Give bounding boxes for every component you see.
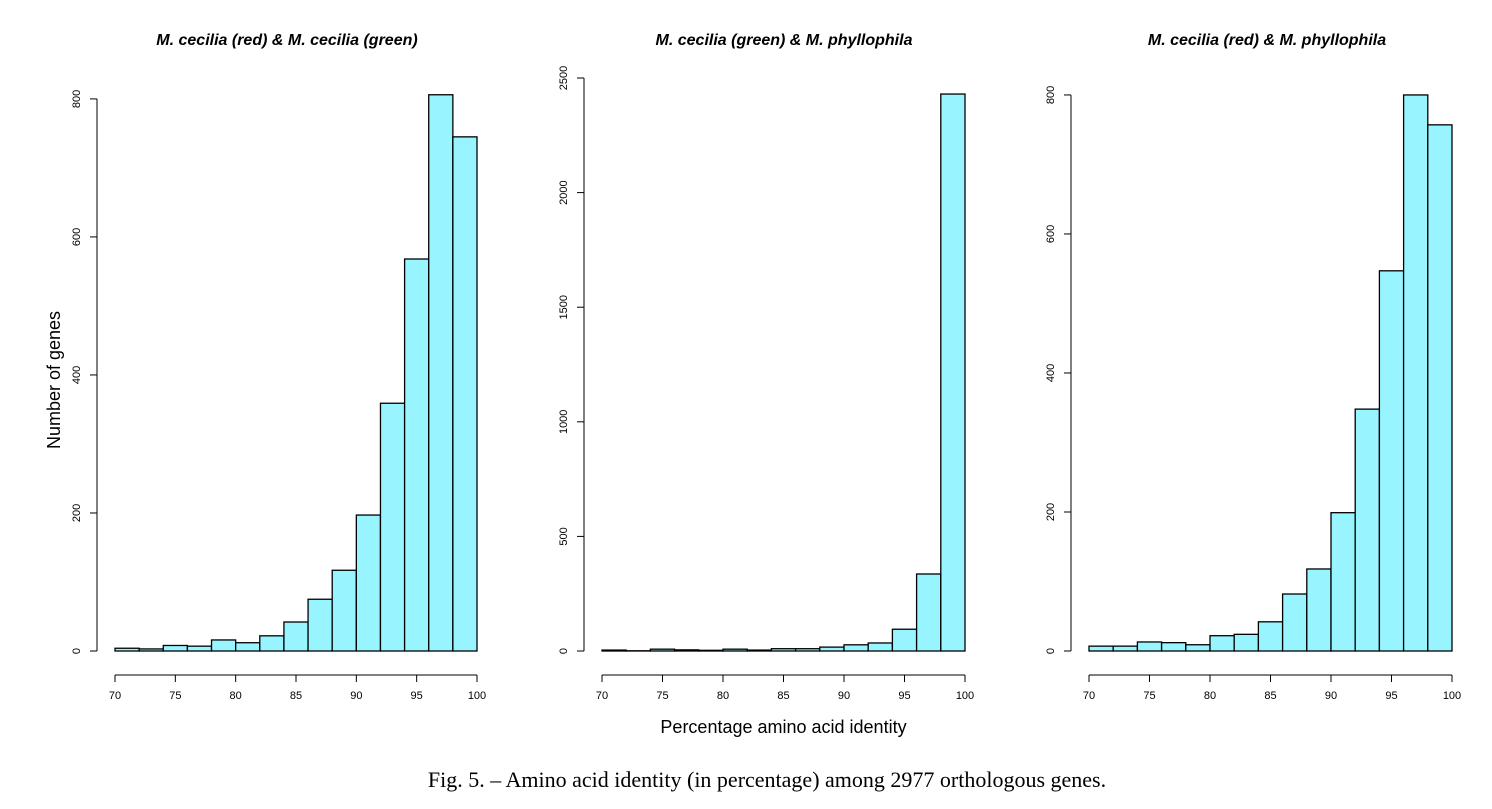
- x-tick-label: 80: [230, 690, 242, 702]
- bar: [210, 639, 237, 652]
- x-tick-label: 90: [1325, 690, 1337, 702]
- x-tick-label: 100: [956, 690, 974, 702]
- bar: [1427, 124, 1453, 652]
- x-tick-label: 95: [898, 690, 910, 702]
- bar: [283, 621, 309, 652]
- y-tick-label: 600: [71, 228, 83, 246]
- y-tick-label: 1500: [558, 295, 570, 319]
- x-tick-label: 85: [290, 690, 302, 702]
- x-tick-label: 80: [717, 690, 729, 702]
- x-tick-label: 95: [411, 690, 423, 702]
- x-tick-label: 90: [838, 690, 850, 702]
- bar: [867, 642, 894, 652]
- bar: [331, 569, 357, 652]
- bar: [673, 649, 700, 652]
- bar: [1112, 645, 1139, 652]
- y-tick-label: 200: [71, 504, 83, 522]
- bar: [1330, 512, 1356, 652]
- y-tick-label: 0: [71, 648, 83, 654]
- chart-title: M. cecilia (green) & M. phyllophila: [656, 32, 913, 49]
- x-tick-label: 85: [1264, 690, 1276, 702]
- bar: [601, 649, 627, 652]
- y-tick-label: 600: [1045, 225, 1057, 243]
- bar: [1185, 644, 1211, 652]
- chart-title: M. cecilia (red) & M. cecilia (green): [156, 32, 417, 49]
- bar: [819, 646, 845, 652]
- bar: [138, 648, 164, 652]
- bar: [403, 258, 430, 652]
- y-tick-label: 2500: [558, 66, 570, 90]
- bar: [746, 649, 773, 652]
- bar: [1354, 408, 1381, 652]
- chart-title: M. cecilia (red) & M. phyllophila: [1148, 32, 1386, 49]
- y-tick-label: 1000: [558, 410, 570, 434]
- x-tick-label: 90: [350, 690, 362, 702]
- bar: [649, 648, 676, 652]
- bar: [843, 644, 869, 652]
- x-tick-label: 100: [1443, 690, 1461, 702]
- y-tick-label: 0: [1045, 648, 1057, 654]
- bar: [1306, 568, 1332, 652]
- bar: [1257, 621, 1284, 652]
- caption: Fig. 5. – Amino acid identity (in percen…: [428, 767, 1106, 792]
- x-tick-label: 70: [596, 690, 608, 702]
- bar: [1136, 641, 1163, 652]
- bar: [379, 402, 406, 652]
- x-tick-label: 85: [777, 690, 789, 702]
- y-tick-label: 800: [71, 90, 83, 108]
- y-tick-label: 400: [71, 366, 83, 384]
- x-tick-label: 75: [1143, 690, 1155, 702]
- bar: [1281, 593, 1308, 652]
- y-tick-label: 400: [1045, 364, 1057, 382]
- bar: [915, 573, 942, 652]
- x-tick-label: 75: [169, 690, 181, 702]
- bar: [114, 647, 140, 652]
- y-tick-label: 2000: [558, 180, 570, 204]
- x-tick-label: 70: [1083, 690, 1095, 702]
- x-tick-label: 95: [1385, 690, 1397, 702]
- bar: [1088, 645, 1114, 652]
- bar: [1402, 94, 1429, 652]
- y-tick-label: 0: [558, 648, 570, 654]
- bar: [355, 514, 382, 652]
- bar: [259, 635, 285, 652]
- x-tick-label: 75: [656, 690, 668, 702]
- bar: [794, 648, 821, 652]
- bar: [940, 93, 966, 652]
- bar: [770, 648, 797, 652]
- bar: [1233, 633, 1260, 652]
- bar: [186, 645, 213, 652]
- bar: [235, 642, 261, 652]
- bar: [307, 598, 333, 652]
- bar: [1160, 642, 1187, 652]
- y-tick-label: 800: [1045, 86, 1057, 104]
- x-tick-label: 100: [468, 690, 486, 702]
- y-tick-label: 200: [1045, 503, 1057, 521]
- bar: [452, 136, 478, 652]
- x-tick-label: 80: [1204, 690, 1216, 702]
- x-axis-label: Percentage amino acid identity: [660, 717, 906, 737]
- bar: [428, 94, 454, 652]
- bar: [722, 648, 748, 652]
- bar: [891, 628, 918, 652]
- bar: [162, 644, 189, 652]
- x-tick-label: 70: [109, 690, 121, 702]
- y-tick-label: 500: [558, 527, 570, 545]
- y-axis-label: Number of genes: [44, 311, 64, 449]
- bar: [698, 649, 724, 652]
- bar: [1378, 270, 1405, 652]
- bar: [1209, 635, 1235, 652]
